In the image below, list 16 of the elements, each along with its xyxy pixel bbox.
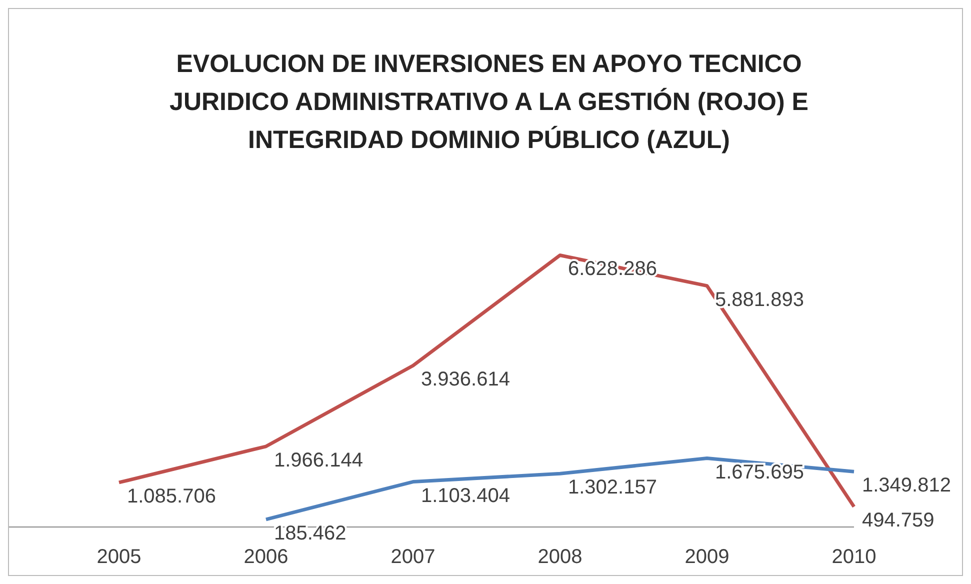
data-label: 1.085.706 (127, 485, 216, 508)
chart-title: EVOLUCION DE INVERSIONES EN APOYO TECNICO JURIDICO ADMINISTRATIVO A LA GESTIÓN (ROJO) E INTEGRIDAD DOMINIO PÚBLICO (AZUL) (168, 49, 810, 156)
x-tick-label: 2005 (96, 546, 142, 568)
data-label: 3.936.614 (421, 368, 510, 391)
x-tick-label: 2006 (244, 546, 288, 568)
x-tick-label: 2007 (390, 546, 436, 568)
data-label: 1.302.157 (568, 476, 657, 499)
data-label: 1.675.695 (715, 461, 804, 484)
x-tick-label: 2010 (832, 546, 876, 568)
data-label: 494.759 (862, 510, 934, 532)
x-tick-label: 2009 (684, 546, 730, 568)
x-tick-label: 2008 (538, 546, 582, 568)
data-label: 1.349.812 (862, 474, 951, 497)
data-label: 1.966.144 (274, 449, 363, 472)
data-label: 1.103.404 (421, 484, 510, 507)
data-label: 185.462 (274, 522, 346, 544)
